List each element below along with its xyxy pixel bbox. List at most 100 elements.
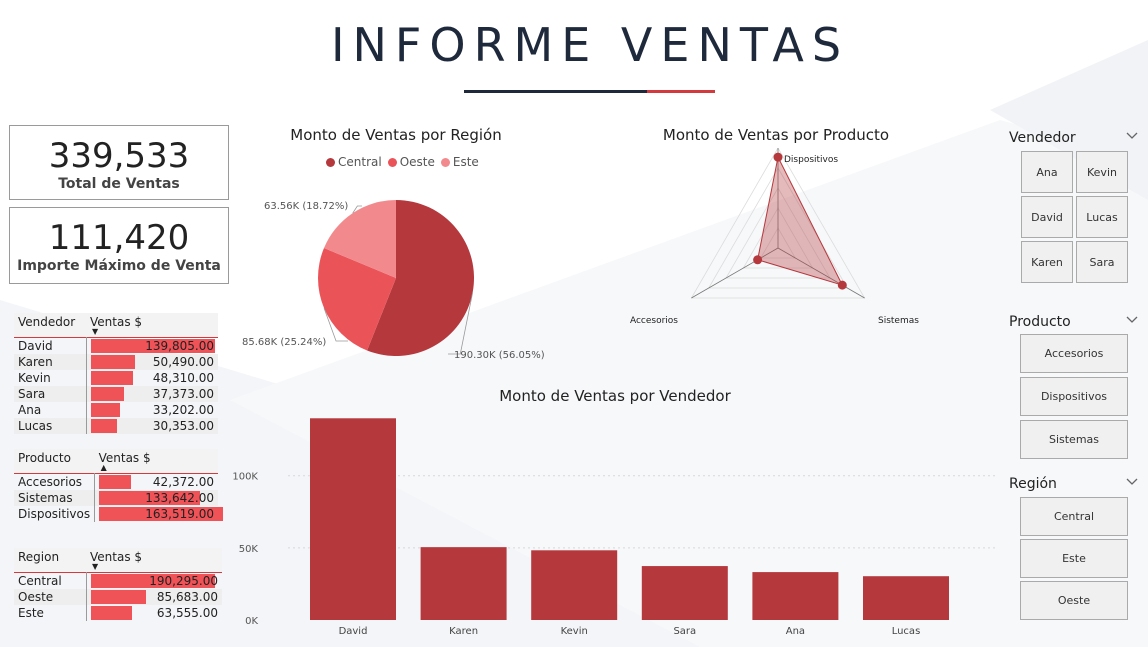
slicer-option-accesorios[interactable]: Accesorios bbox=[1020, 334, 1128, 373]
column-header-producto[interactable]: Producto bbox=[14, 449, 95, 474]
column-header-ventas[interactable]: Ventas $ ▼ bbox=[86, 548, 222, 573]
radar-point-accesorios[interactable] bbox=[753, 255, 763, 265]
column-header-ventas[interactable]: Ventas $ ▲ bbox=[94, 449, 218, 474]
table-row[interactable]: Ana 33,202.00 bbox=[14, 402, 218, 418]
slicer-option-karen[interactable]: Karen bbox=[1021, 241, 1073, 283]
table-ventas-por-producto: Producto Ventas $ ▲ Accesorios 42,372.00 Si… bbox=[14, 449, 224, 522]
table-row[interactable]: Central 190,295.00 bbox=[14, 572, 222, 589]
radar-label: Dispositivos bbox=[784, 155, 838, 165]
slicer-option-ana[interactable]: Ana bbox=[1021, 151, 1073, 193]
pie-slice-central[interactable] bbox=[367, 200, 474, 356]
table-row[interactable]: Kevin 48,310.00 bbox=[14, 370, 218, 386]
data-label: 190.30K (56.05%) bbox=[454, 350, 545, 361]
radar-point-dispositivos[interactable] bbox=[773, 152, 783, 162]
slicer-option-este[interactable]: Este bbox=[1020, 539, 1128, 578]
cell-name: Accesorios bbox=[18, 475, 83, 489]
table-header: Vendedor Ventas $ ▼ bbox=[14, 313, 218, 338]
column-header-ventas[interactable]: Ventas $ ▼ bbox=[86, 313, 218, 338]
data-bar bbox=[90, 606, 132, 620]
table-row[interactable]: Accesorios 42,372.00 bbox=[14, 473, 218, 490]
cell-ventas: 48,310.00 bbox=[85, 370, 218, 386]
sort-asc-icon: ▲ bbox=[100, 463, 107, 472]
radar-point-sistemas[interactable] bbox=[837, 280, 847, 290]
x-tick-label: Kevin bbox=[561, 626, 588, 637]
data-bar bbox=[90, 371, 134, 385]
table-row[interactable]: Oeste 85,683.00 bbox=[14, 589, 222, 605]
cell-value: 48,310.00 bbox=[152, 371, 214, 385]
bar-karen[interactable] bbox=[420, 547, 507, 620]
cell-name: Este bbox=[18, 606, 44, 620]
cell-name: Karen bbox=[14, 354, 86, 370]
slicer-option-kevin[interactable]: Kevin bbox=[1076, 151, 1128, 193]
cell-value: 33,202.00 bbox=[152, 403, 214, 417]
data-bar bbox=[90, 355, 136, 369]
slicer-option-david[interactable]: David bbox=[1021, 196, 1073, 238]
cell-name: Sara bbox=[14, 386, 86, 402]
cell-ventas: 30,353.00 bbox=[85, 418, 218, 434]
cell-value: 163,519.00 bbox=[145, 507, 214, 521]
data-bar bbox=[90, 590, 147, 604]
legend-item[interactable]: Este bbox=[440, 155, 479, 169]
data-bar bbox=[99, 491, 201, 505]
cell-value: 50,490.00 bbox=[152, 355, 214, 369]
column-header-vendedor[interactable]: Vendedor bbox=[14, 313, 86, 338]
cell-name: Kevin bbox=[18, 371, 51, 385]
table-row[interactable]: Sistemas 133,642.00 bbox=[14, 490, 218, 506]
slicer-option-dispositivos[interactable]: Dispositivos bbox=[1020, 377, 1128, 416]
pie-slice-este[interactable] bbox=[323, 200, 396, 278]
cell-value: 139,805.00 bbox=[145, 339, 214, 353]
cell-name: Oeste bbox=[14, 589, 86, 605]
radar-axis bbox=[777, 247, 865, 299]
title-underline-red bbox=[647, 90, 715, 93]
kpi-value: 339,533 bbox=[48, 136, 190, 176]
bar-kevin[interactable] bbox=[531, 550, 618, 620]
legend-dot-icon bbox=[326, 158, 335, 167]
slicer-option-sara[interactable]: Sara bbox=[1076, 241, 1128, 283]
slicer-option-lucas[interactable]: Lucas bbox=[1076, 196, 1128, 238]
chevron-down-icon[interactable] bbox=[1126, 315, 1138, 325]
cell-name: Sistemas bbox=[14, 490, 95, 506]
kpi-value: 111,420 bbox=[48, 218, 190, 258]
cell-ventas: 33,202.00 bbox=[85, 402, 218, 418]
chart-title-vendedor: Monto de Ventas por Vendedor bbox=[499, 387, 731, 405]
bar-chart-vendedor: 0K 50K 100K David Karen Kevin Sara Ana Lucas bbox=[232, 418, 998, 637]
table-row[interactable]: Este 63,555.00 bbox=[14, 605, 222, 621]
cell-ventas: 37,373.00 bbox=[85, 386, 218, 402]
bar-sara[interactable] bbox=[641, 566, 728, 620]
pie-slice-oeste[interactable] bbox=[318, 248, 396, 351]
cell-name: Lucas bbox=[14, 418, 86, 434]
table-row[interactable]: Lucas 30,353.00 bbox=[14, 418, 218, 434]
table-row[interactable]: Sara 37,373.00 bbox=[14, 386, 218, 402]
kpi-label: Total de Ventas bbox=[58, 176, 180, 192]
radar-grid bbox=[690, 148, 866, 299]
data-label: 63.56K (18.72%) bbox=[264, 201, 348, 212]
cell-name: David bbox=[18, 339, 53, 353]
column-header-region[interactable]: Region bbox=[14, 548, 86, 573]
legend-label: Este bbox=[452, 155, 479, 169]
chevron-down-icon[interactable] bbox=[1126, 477, 1138, 487]
table-row[interactable]: David 139,805.00 bbox=[14, 337, 218, 354]
bar-lucas[interactable] bbox=[863, 576, 949, 620]
cell-value: 37,373.00 bbox=[152, 387, 214, 401]
cell-ventas: 139,805.00 bbox=[85, 337, 218, 354]
data-bar bbox=[90, 403, 120, 417]
legend-item[interactable]: Oeste bbox=[387, 155, 435, 169]
chevron-down-icon[interactable] bbox=[1126, 131, 1138, 141]
slicer-option-oeste[interactable]: Oeste bbox=[1020, 581, 1128, 620]
data-bar bbox=[90, 419, 118, 433]
leader-line bbox=[323, 308, 348, 342]
legend-item[interactable]: Central bbox=[326, 155, 382, 169]
slicer-option-central[interactable]: Central bbox=[1020, 497, 1128, 536]
radar-grid bbox=[742, 207, 814, 269]
table-row[interactable]: Dispositivos 163,519.00 bbox=[14, 506, 224, 522]
cell-value: 190,295.00 bbox=[149, 574, 218, 588]
cell-ventas: 42,372.00 bbox=[94, 473, 218, 490]
radar-chart-producto: Dispositivos Sistemas Accesorios bbox=[630, 148, 919, 326]
bar-david[interactable] bbox=[310, 418, 396, 620]
bar-ana[interactable] bbox=[752, 572, 839, 620]
slicer-option-sistemas[interactable]: Sistemas bbox=[1020, 420, 1128, 459]
pie-legend: Central Oeste Este bbox=[326, 155, 546, 169]
table-row[interactable]: Karen 50,490.00 bbox=[14, 354, 218, 370]
x-tick-label: Ana bbox=[786, 626, 805, 637]
